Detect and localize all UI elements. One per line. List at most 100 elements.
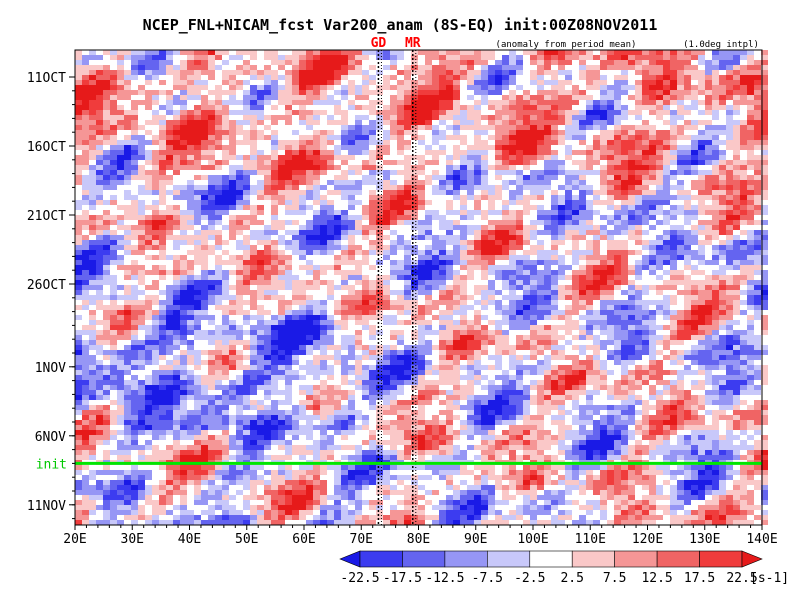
anomaly-cell <box>201 210 208 215</box>
anomaly-cell <box>306 185 313 190</box>
anomaly-cell <box>250 300 257 305</box>
anomaly-cell <box>208 65 215 70</box>
anomaly-cell <box>439 155 446 160</box>
anomaly-cell <box>530 270 537 275</box>
anomaly-cell <box>635 240 642 245</box>
anomaly-cell <box>166 245 173 250</box>
anomaly-cell <box>467 175 474 180</box>
anomaly-cell <box>411 175 418 180</box>
anomaly-cell <box>523 225 530 230</box>
anomaly-cell <box>460 110 467 115</box>
anomaly-cell <box>579 210 586 215</box>
anomaly-cell <box>614 75 621 80</box>
anomaly-cell <box>124 95 131 100</box>
anomaly-cell <box>733 130 740 135</box>
anomaly-cell <box>593 170 600 175</box>
anomaly-cell <box>341 100 348 105</box>
anomaly-cell <box>96 105 103 110</box>
anomaly-cell <box>698 60 705 65</box>
anomaly-cell <box>698 220 705 225</box>
anomaly-cell <box>313 195 320 200</box>
anomaly-cell <box>432 115 439 120</box>
anomaly-cell <box>565 75 572 80</box>
anomaly-cell <box>152 105 159 110</box>
anomaly-cell <box>341 275 348 280</box>
anomaly-cell <box>439 195 446 200</box>
anomaly-cell <box>663 165 670 170</box>
anomaly-cell <box>313 275 320 280</box>
anomaly-cell <box>362 195 369 200</box>
anomaly-cell <box>75 180 82 185</box>
anomaly-cell <box>278 235 285 240</box>
anomaly-cell <box>677 75 684 80</box>
anomaly-cell <box>89 85 96 90</box>
anomaly-cell <box>509 190 516 195</box>
anomaly-cell <box>250 285 257 290</box>
anomaly-cell <box>621 175 628 180</box>
anomaly-cell <box>250 50 257 55</box>
anomaly-cell <box>243 80 250 85</box>
anomaly-cell <box>537 225 544 230</box>
anomaly-cell <box>502 85 509 90</box>
anomaly-cell <box>663 150 670 155</box>
anomaly-cell <box>194 275 201 280</box>
anomaly-cell <box>320 135 327 140</box>
anomaly-cell <box>152 135 159 140</box>
anomaly-cell <box>383 225 390 230</box>
anomaly-cell <box>733 115 740 120</box>
anomaly-cell <box>131 130 138 135</box>
anomaly-cell <box>607 265 614 270</box>
anomaly-cell <box>663 140 670 145</box>
anomaly-cell <box>411 55 418 60</box>
anomaly-cell <box>502 230 509 235</box>
anomaly-cell <box>138 135 145 140</box>
anomaly-cell <box>432 240 439 245</box>
anomaly-cell <box>362 220 369 225</box>
anomaly-cell <box>502 110 509 115</box>
anomaly-cell <box>509 200 516 205</box>
anomaly-cell <box>397 235 404 240</box>
anomaly-cell <box>425 280 432 285</box>
anomaly-cell <box>551 80 558 85</box>
anomaly-cell <box>376 190 383 195</box>
anomaly-cell <box>607 55 614 60</box>
anomaly-cell <box>698 100 705 105</box>
anomaly-cell <box>698 155 705 160</box>
anomaly-cell <box>411 115 418 120</box>
anomaly-cell <box>712 160 719 165</box>
anomaly-cell <box>628 160 635 165</box>
anomaly-cell <box>383 170 390 175</box>
anomaly-cell <box>565 260 572 265</box>
anomaly-cell <box>348 265 355 270</box>
anomaly-cell <box>390 185 397 190</box>
anomaly-cell <box>530 145 537 150</box>
anomaly-cell <box>432 150 439 155</box>
anomaly-cell <box>404 50 411 55</box>
anomaly-cell <box>166 150 173 155</box>
anomaly-cell <box>348 200 355 205</box>
anomaly-cell <box>376 80 383 85</box>
anomaly-cell <box>446 165 453 170</box>
anomaly-cell <box>530 285 537 290</box>
anomaly-cell <box>635 130 642 135</box>
anomaly-cell <box>628 75 635 80</box>
anomaly-cell <box>250 75 257 80</box>
anomaly-cell <box>222 80 229 85</box>
anomaly-cell <box>642 265 649 270</box>
anomaly-cell <box>320 290 327 295</box>
anomaly-cell <box>320 195 327 200</box>
anomaly-cell <box>481 290 488 295</box>
anomaly-cell <box>320 70 327 75</box>
anomaly-cell <box>502 55 509 60</box>
anomaly-cell <box>180 235 187 240</box>
anomaly-cell <box>474 245 481 250</box>
anomaly-cell <box>229 180 236 185</box>
anomaly-cell <box>103 125 110 130</box>
anomaly-cell <box>495 75 502 80</box>
anomaly-cell <box>467 215 474 220</box>
anomaly-cell <box>677 235 684 240</box>
anomaly-cell <box>642 200 649 205</box>
anomaly-cell <box>278 200 285 205</box>
anomaly-cell <box>663 135 670 140</box>
anomaly-cell <box>579 145 586 150</box>
